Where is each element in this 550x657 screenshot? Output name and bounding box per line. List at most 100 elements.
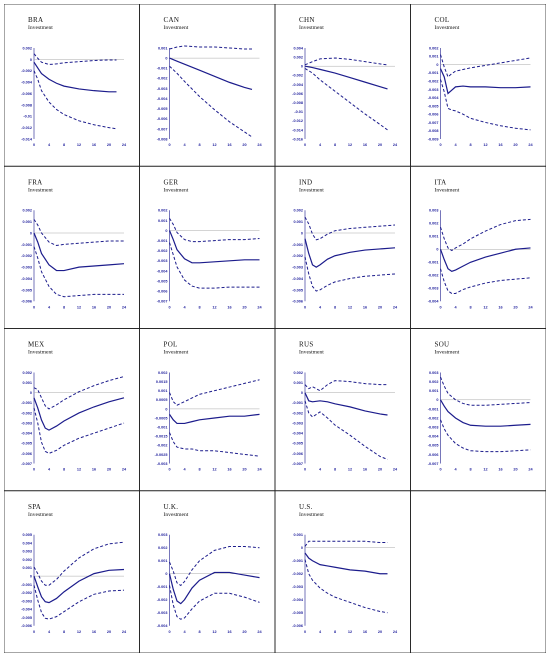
x-tick-label: 12 [212, 305, 216, 309]
panel-cell [139, 4, 276, 167]
x-tick-label: 4 [48, 468, 51, 472]
upper-band-line [33, 53, 117, 65]
panel-title: IND [299, 178, 312, 186]
x-tick-label: 4 [183, 143, 186, 147]
x-tick-label: 16 [498, 143, 502, 147]
upper-band-line [169, 218, 260, 243]
x-tick-label: 24 [122, 468, 127, 472]
panel-subtitle: Investment [299, 512, 324, 518]
x-tick-label: 16 [92, 630, 96, 634]
panel-title: SPA [28, 503, 41, 511]
upper-band-line [33, 541, 125, 586]
panel-subtitle: Investment [435, 187, 460, 193]
x-tick-label: 4 [48, 143, 51, 147]
y-tick-label: -0.005 [428, 444, 439, 448]
x-tick-label: 4 [183, 630, 186, 634]
y-tick-label: 0.002 [158, 371, 168, 375]
y-tick-label: 0 [165, 407, 167, 411]
upper-band-line [304, 216, 396, 241]
x-tick-label: 20 [242, 305, 246, 309]
y-tick-label: -0.004 [428, 300, 440, 304]
y-tick-label: -0.007 [157, 127, 168, 131]
x-tick-label: 0 [33, 305, 35, 309]
response-line [33, 232, 125, 272]
response-line [439, 399, 531, 427]
upper-band-line [304, 57, 388, 66]
y-tick-label: -0.002 [21, 411, 32, 415]
y-tick-label: -0.0025 [155, 453, 168, 457]
y-tick-label: -0.002 [428, 79, 439, 83]
irf-panel-uk: U.K.Investment 0.003 0.002 0.001 0 -0.001 -0.0… [157, 503, 263, 634]
x-tick-label: 12 [77, 630, 81, 634]
response-line [33, 568, 125, 604]
response-line [169, 413, 260, 425]
x-tick-label: 16 [227, 630, 231, 634]
y-tick-label: -0.006 [428, 113, 439, 117]
y-tick-label: 0.003 [158, 533, 168, 537]
y-tick-label: -0.014 [21, 137, 33, 141]
x-tick-label: 16 [227, 468, 231, 472]
x-tick-label: 8 [334, 305, 336, 309]
y-tick-label: -0.001 [292, 401, 303, 405]
y-tick-label: 0 [30, 575, 32, 579]
y-tick-label: 0.0005 [156, 398, 168, 402]
x-tick-label: 8 [334, 468, 336, 472]
y-tick-label: -0.01 [294, 110, 303, 114]
upper-band-line [304, 540, 388, 547]
y-tick-label: -0.003 [157, 259, 168, 263]
y-tick-label: -0.006 [21, 624, 32, 628]
y-tick-label: -0.008 [157, 137, 168, 141]
x-tick-label: 16 [92, 143, 96, 147]
y-tick-label: 0.001 [293, 220, 303, 224]
y-tick-label: 0.001 [22, 220, 32, 224]
y-tick-label: -0.006 [292, 300, 303, 304]
lower-band-line [169, 65, 253, 138]
y-tick-label: 0 [30, 391, 32, 395]
y-tick-label: -0.005 [292, 611, 303, 615]
y-tick-label: 0 [30, 58, 32, 62]
panel-title: CAN [164, 16, 180, 24]
y-tick-label: 0.001 [293, 381, 303, 385]
y-tick-label: 0.0015 [156, 380, 168, 384]
x-tick-label: 20 [513, 305, 517, 309]
x-tick-label: 16 [363, 468, 367, 472]
y-tick-label: -0.002 [428, 416, 439, 420]
x-tick-label: 8 [63, 143, 65, 147]
x-tick-label: 20 [107, 305, 111, 309]
x-tick-label: 4 [48, 305, 51, 309]
panel-subtitle: Investment [164, 512, 189, 518]
lower-band-line [304, 256, 396, 292]
x-tick-label: 12 [77, 468, 81, 472]
panel-title: COL [435, 16, 450, 24]
x-tick-label: 20 [378, 630, 382, 634]
x-tick-label: 8 [469, 305, 471, 309]
x-tick-label: 8 [334, 143, 336, 147]
y-tick-label: -0.003 [428, 88, 439, 92]
panel-subtitle: Investment [299, 187, 324, 193]
panel-subtitle: Investment [164, 187, 189, 193]
x-tick-label: 0 [439, 468, 441, 472]
panel-title: MEX [28, 341, 44, 349]
y-tick-label: 0.002 [293, 371, 303, 375]
x-tick-label: 0 [304, 630, 306, 634]
x-tick-label: 4 [454, 468, 457, 472]
x-tick-label: 4 [319, 305, 322, 309]
y-tick-label: 0.001 [158, 219, 168, 223]
x-tick-label: 8 [198, 630, 200, 634]
x-tick-label: 24 [257, 305, 262, 309]
x-tick-label: 12 [348, 468, 352, 472]
y-tick-label: 0.002 [22, 46, 32, 50]
lower-band-line [33, 407, 125, 454]
y-tick-label: -0.003 [292, 585, 303, 589]
panel-subtitle: Investment [28, 512, 53, 518]
y-tick-label: -0.001 [21, 583, 32, 587]
y-tick-label: -0.005 [21, 616, 32, 620]
x-tick-label: 24 [393, 143, 398, 147]
x-tick-label: 16 [363, 143, 367, 147]
x-tick-label: 20 [378, 305, 382, 309]
y-tick-label: -0.004 [292, 432, 304, 436]
y-tick-label: -0.002 [292, 74, 303, 78]
y-tick-label: -0.007 [428, 462, 439, 466]
